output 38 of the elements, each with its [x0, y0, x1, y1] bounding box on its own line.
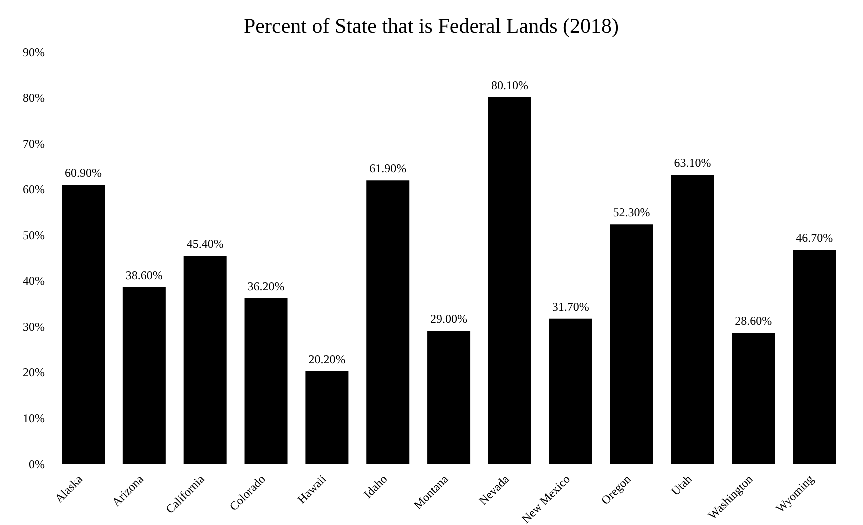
bar [428, 331, 471, 464]
data-label: 29.00% [430, 312, 468, 326]
bar [732, 333, 776, 464]
chart-title: Percent of State that is Federal Lands (2018) [243, 13, 620, 40]
bar [610, 224, 654, 464]
data-label: 38.60% [126, 268, 163, 282]
y-tick-label: 60% [23, 182, 45, 197]
data-label: 20.20% [308, 352, 346, 367]
y-tick-label: 20% [23, 366, 45, 380]
bar [793, 250, 836, 464]
bar [549, 318, 592, 464]
bar [488, 97, 532, 464]
y-tick-label: 40% [23, 274, 45, 288]
bar [184, 256, 227, 464]
bar [366, 180, 410, 464]
y-tick-label: 80% [23, 91, 45, 106]
data-label: 31.70% [552, 300, 590, 314]
bar [62, 185, 105, 464]
data-label: 60.90% [65, 166, 102, 180]
data-label: 46.70% [796, 231, 834, 246]
data-label: 36.20% [248, 279, 285, 294]
y-tick-label: 50% [23, 228, 45, 242]
y-tick-label: 30% [23, 320, 45, 334]
data-label: 63.10% [674, 156, 712, 170]
y-tick-label: 10% [23, 411, 45, 426]
y-tick-label: 70% [23, 136, 45, 151]
bar [244, 298, 288, 464]
data-label: 80.10% [491, 78, 528, 92]
data-label: 61.90% [370, 162, 407, 176]
y-tick-label: 0% [29, 457, 45, 472]
y-tick-label: 90% [23, 45, 45, 60]
data-label: 28.60% [735, 314, 772, 328]
bar [122, 287, 166, 464]
data-label: 52.30% [613, 206, 650, 220]
bar [306, 372, 349, 464]
x-tick-label: Utah [668, 472, 695, 499]
bar [671, 175, 714, 464]
data-label: 45.40% [186, 237, 224, 252]
